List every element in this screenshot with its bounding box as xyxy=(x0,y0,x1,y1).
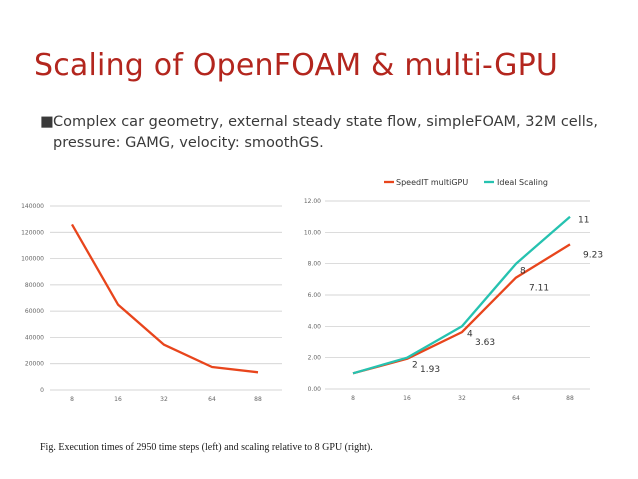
chart1-x-tick-label: 16 xyxy=(114,396,122,403)
chart2-x-tick-label: 16 xyxy=(403,395,411,402)
chart2-x-tick-label: 32 xyxy=(458,395,466,402)
speedit-data-label: 7.11 xyxy=(529,284,549,294)
chart1-y-tick-label: 100000 xyxy=(21,256,44,263)
chart2-x-tick-label: 88 xyxy=(566,395,574,402)
chart2-y-tick-label: 8.00 xyxy=(308,261,322,268)
chart1-x-tick-label: 32 xyxy=(160,396,168,403)
chart2-y-tick-label: 2.00 xyxy=(308,355,322,362)
chart2-y-tick-label: 0.00 xyxy=(308,386,322,393)
chart1-y-tick-label: 40000 xyxy=(25,334,44,341)
chart1-x-tick-label: 88 xyxy=(254,396,262,403)
speedit-data-label: 9.23 xyxy=(583,250,603,260)
chart2-y-tick-label: 10.00 xyxy=(304,229,321,236)
chart1-x-tick-label: 8 xyxy=(70,396,74,403)
chart1-y-tick-label: 60000 xyxy=(25,308,44,315)
bullet-square-icon: ■ xyxy=(40,114,54,130)
chart2-y-tick-label: 6.00 xyxy=(308,292,322,299)
legend-speedit-label: SpeedIT multiGPU xyxy=(396,178,468,187)
speedit-data-label: 1.93 xyxy=(420,365,440,375)
ideal-data-label: 4 xyxy=(467,329,473,339)
chart2-series-line-2 xyxy=(352,215,571,375)
ideal-data-label: 2 xyxy=(412,361,418,371)
chart2-y-tick-label: 4.00 xyxy=(308,323,322,330)
chart1-y-tick-label: 120000 xyxy=(21,229,44,236)
ideal-data-label: 11 xyxy=(578,216,589,226)
ideal-data-label: 8 xyxy=(520,267,526,277)
chart2-x-tick-label: 8 xyxy=(351,395,355,402)
slide-title: Scaling of OpenFOAM & multi-GPU xyxy=(34,48,559,83)
bullet-text: Complex car geometry, external steady st… xyxy=(53,114,598,151)
chart1-y-tick-label: 0 xyxy=(40,387,44,394)
bullet-point: ■ Complex car geometry, external steady … xyxy=(40,112,600,154)
chart2-y-tick-label: 12.00 xyxy=(304,198,321,205)
legend-ideal-label: Ideal Scaling xyxy=(497,178,548,187)
chart1-x-tick-label: 64 xyxy=(208,396,216,403)
chart1-y-tick-label: 80000 xyxy=(25,282,44,289)
speedit-data-label: 3.63 xyxy=(475,338,495,348)
chart2-x-tick-label: 64 xyxy=(512,395,520,402)
chart1-y-tick-label: 20000 xyxy=(25,361,44,368)
figure-caption: Fig. Execution times of 2950 time steps … xyxy=(40,442,373,453)
chart1-y-tick-label: 140000 xyxy=(21,203,44,210)
chart1-series-line-1 xyxy=(71,223,259,374)
